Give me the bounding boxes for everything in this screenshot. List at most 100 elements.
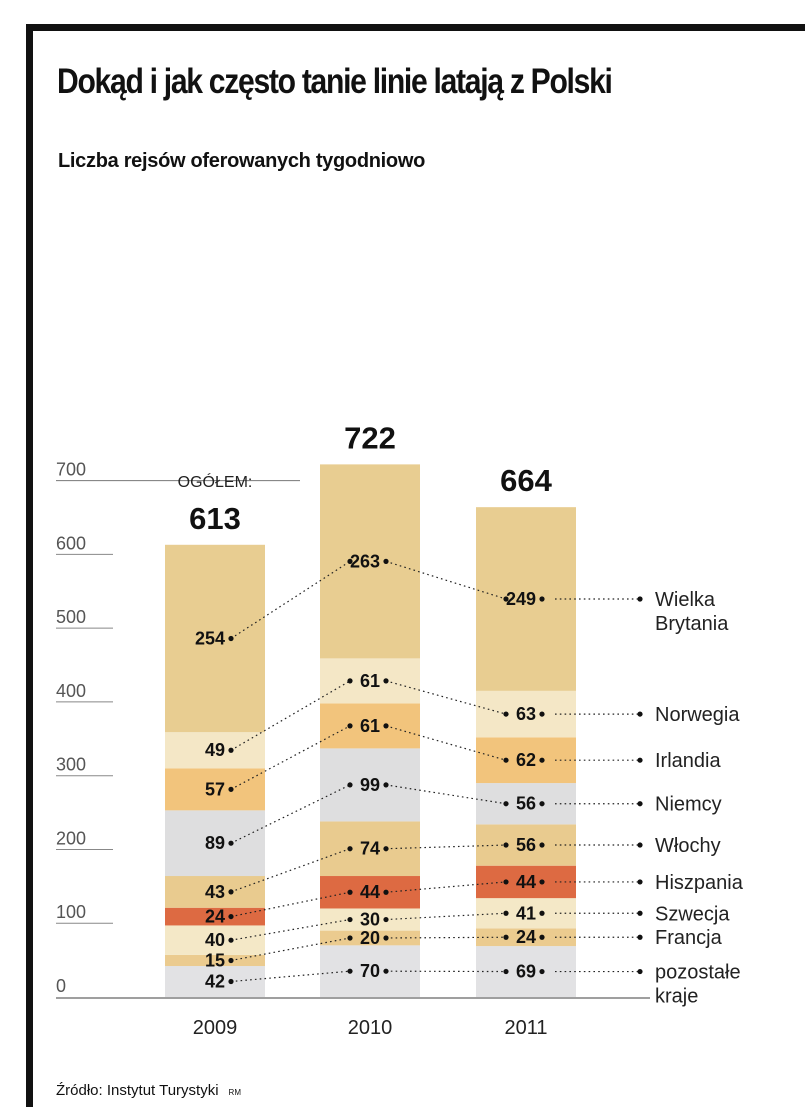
- dot-left-wielka-brytania-2011: [503, 596, 509, 602]
- bar-segment-francja-2011: [476, 928, 576, 947]
- bar-segment-pozostałe-kraje-2010: [320, 945, 420, 997]
- value-label-hiszpania-2010: 44: [360, 882, 380, 902]
- value-label-francja-2011: 24: [516, 927, 536, 947]
- value-label-wielka-brytania-2010: 263: [350, 551, 380, 571]
- dot-right-niemcy-2010: [383, 782, 389, 788]
- value-label-norwegia-2010: 61: [360, 671, 380, 691]
- dot-right-wielka-brytania-2010: [383, 558, 389, 564]
- value-label-niemcy-2009: 89: [205, 833, 225, 853]
- bar-segment-szwecja-2010: [320, 908, 420, 931]
- bar-segment-pozostałe-kraje-2009: [165, 966, 265, 997]
- bar-segment-francja-2009: [165, 954, 265, 967]
- connector-wielka-brytania-2010: [385, 560, 507, 600]
- bar-segment-szwecja-2011: [476, 898, 576, 929]
- dot-right-hiszpania-2009: [228, 913, 234, 920]
- dot-left-pozostałe-kraje-2010: [347, 968, 353, 974]
- value-label-niemcy-2010: 99: [360, 775, 380, 795]
- bar-segment-irlandia-2009: [165, 768, 265, 811]
- legend-label-szwecja: Szwecja: [655, 903, 730, 925]
- dot-right-szwecja-2010: [383, 916, 389, 923]
- x-tick-label-2009: 2009: [193, 1017, 238, 1039]
- bar-segment-szwecja-2009: [165, 925, 265, 955]
- legend-dot-szwecja: [637, 910, 643, 916]
- dot-right-włochy-2009: [228, 889, 234, 895]
- dot-right-niemcy-2009: [228, 840, 234, 846]
- connector-irlandia-2010: [385, 725, 507, 761]
- dot-right-szwecja-2009: [228, 937, 234, 943]
- dot-right-niemcy-2011: [539, 801, 545, 807]
- value-label-francja-2010: 20: [360, 928, 380, 948]
- dot-left-szwecja-2011: [503, 910, 509, 916]
- value-label-szwecja-2009: 40: [205, 930, 225, 950]
- value-label-szwecja-2010: 30: [360, 910, 380, 930]
- bar-segment-wielka-brytania-2009: [165, 544, 265, 733]
- connector-norwegia-2010: [385, 680, 507, 715]
- y-tick-label-0: 0: [56, 976, 66, 996]
- legend-dot-francja: [637, 934, 643, 940]
- legend-label-pozostałe-kraje: pozostałe kraje: [655, 962, 741, 1008]
- legend-label-włochy: Włochy: [655, 835, 721, 857]
- dot-right-norwegia-2010: [383, 678, 389, 684]
- bar-segment-francja-2010: [320, 930, 420, 946]
- x-tick-label-2010: 2010: [348, 1017, 393, 1039]
- source-note: Źródło: Instytut Turystyki RM: [56, 1082, 241, 1099]
- value-label-norwegia-2009: 49: [205, 740, 225, 760]
- legend-dot-wielka-brytania: [637, 596, 643, 602]
- value-label-irlandia-2011: 62: [516, 750, 536, 770]
- bar-segment-niemcy-2010: [320, 748, 420, 822]
- bar-segment-wielka-brytania-2010: [320, 464, 420, 659]
- dot-left-niemcy-2011: [503, 801, 509, 807]
- bar-segment-włochy-2010: [320, 821, 420, 877]
- connector-hiszpania-2009: [230, 891, 351, 918]
- bar-segment-norwegia-2011: [476, 690, 576, 738]
- connector-lines: [230, 560, 640, 983]
- dot-left-szwecja-2010: [347, 916, 353, 923]
- dot-right-wielka-brytania-2011: [539, 596, 545, 602]
- connector-francja-2009: [230, 937, 351, 962]
- y-tick-label-700: 700: [56, 460, 86, 480]
- chart-subtitle: Liczba rejsów oferowanych tygodniowo: [58, 150, 426, 172]
- bar-segment-włochy-2009: [165, 876, 265, 908]
- connector-pozostałe-kraje-2009: [230, 970, 351, 983]
- legend-label-hiszpania: Hiszpania: [655, 872, 744, 894]
- frame-left-bar: [26, 24, 33, 1107]
- bar-segments: [165, 464, 576, 997]
- dot-left-irlandia-2010: [347, 723, 353, 729]
- legend-label-irlandia: Irlandia: [655, 750, 721, 772]
- value-label-pozostałe-kraje-2009: 42: [205, 972, 225, 992]
- value-label-włochy-2009: 43: [205, 882, 225, 902]
- legend-dot-włochy: [637, 842, 643, 848]
- value-label-pozostałe-kraje-2010: 70: [360, 961, 380, 981]
- dot-left-włochy-2010: [347, 846, 353, 852]
- legend-label-niemcy: Niemcy: [655, 794, 722, 816]
- dot-right-francja-2011: [539, 934, 545, 940]
- total-labels: 613 722 664 OGÓŁEM:: [178, 420, 553, 535]
- dot-left-norwegia-2010: [347, 678, 353, 684]
- legend-dot-niemcy: [637, 801, 643, 807]
- dot-right-włochy-2011: [539, 842, 545, 848]
- dot-left-francja-2011: [503, 934, 509, 940]
- dot-right-wielka-brytania-2009: [228, 635, 234, 642]
- y-tick-label-500: 500: [56, 607, 86, 627]
- connector-szwecja-2009: [230, 918, 351, 941]
- dot-right-norwegia-2009: [228, 747, 234, 753]
- dot-left-pozostałe-kraje-2011: [503, 968, 509, 975]
- dot-right-irlandia-2011: [539, 757, 545, 763]
- bar-segment-irlandia-2011: [476, 737, 576, 784]
- total-label-2011: 664: [500, 463, 552, 498]
- bar-segment-niemcy-2009: [165, 810, 265, 877]
- legend-dot-hiszpania: [637, 879, 643, 885]
- value-label-niemcy-2011: 56: [516, 794, 536, 814]
- value-label-wielka-brytania-2009: 254: [195, 628, 225, 648]
- chart-title: Dokąd i jak często tanie linie latają z …: [57, 62, 613, 101]
- dot-right-włochy-2010: [383, 846, 389, 852]
- total-label-2009: 613: [189, 501, 241, 536]
- frame-top-bar: [26, 24, 805, 31]
- value-label-pozostałe-kraje-2011: 69: [516, 962, 536, 982]
- dot-right-hiszpania-2010: [383, 889, 389, 895]
- value-label-szwecja-2011: 41: [516, 903, 536, 923]
- dot-left-irlandia-2011: [503, 757, 509, 763]
- dot-left-hiszpania-2010: [347, 889, 353, 895]
